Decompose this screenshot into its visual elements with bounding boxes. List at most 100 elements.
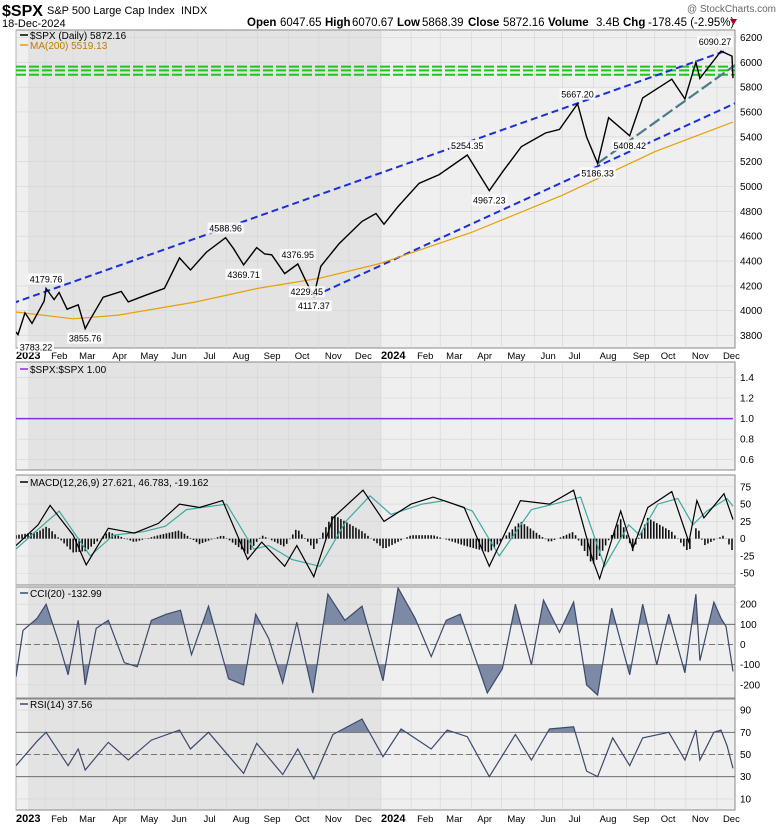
ma-legend-text: MA(200) 5519.13 — [30, 41, 108, 52]
price-annotation-bg — [207, 222, 244, 234]
x-tick-label: Aug — [600, 351, 617, 362]
cci-legend-text: CCI(20) -132.99 — [30, 589, 102, 600]
x-tick-label: Nov — [325, 351, 342, 362]
y-tick-label: 3800 — [740, 331, 763, 342]
x-tick-label: Aug — [233, 814, 250, 825]
rsi-line — [16, 718, 734, 781]
x-tick-label: Jun — [540, 814, 555, 825]
x-tick-label: Feb — [51, 814, 67, 825]
x-tick-label: Oct — [661, 351, 676, 362]
rsi-plot — [16, 718, 735, 781]
x-tick-label: Dec — [723, 814, 740, 825]
x-tick-label: Apr — [477, 351, 492, 362]
rsi-legend-text: RSI(14) 37.56 — [30, 700, 93, 711]
x-tick-label: Oct — [295, 814, 310, 825]
x-tick-label: May — [140, 351, 158, 362]
y-tick-label: 1.4 — [740, 373, 754, 384]
price-annotation: 4588.96 — [209, 224, 242, 234]
price-annotation: 3855.76 — [69, 334, 102, 344]
cci-oversold-fill — [16, 664, 733, 695]
down-arrow-icon — [730, 19, 737, 25]
index-name: S&P 500 Large Cap Index — [47, 5, 175, 17]
exchange-label: INDX — [181, 5, 208, 17]
trend-line — [596, 63, 735, 165]
x-tick-label: Mar — [446, 814, 462, 825]
y-tick-label: 5800 — [740, 83, 763, 94]
price-annotation: 5186.33 — [581, 168, 614, 178]
y-tick-label: 5400 — [740, 132, 763, 143]
y-tick-label: 0 — [740, 640, 746, 651]
y-tick-label: 75 — [740, 482, 752, 493]
y-tick-label: 4400 — [740, 257, 763, 268]
price-annotation-bg — [697, 36, 733, 48]
x-tick-label: Jul — [204, 814, 216, 825]
y-tick-label: 5600 — [740, 107, 763, 118]
ratio-legend-text: $SPX:$SPX 1.00 — [30, 365, 107, 376]
x-tick-label: Aug — [233, 351, 250, 362]
x-tick-label: Oct — [661, 814, 676, 825]
price-annotation-bg — [67, 332, 104, 344]
x-tick-label: Apr — [112, 814, 127, 825]
macd-legend-text: MACD(12,26,9) 27.621, 46.783, -19.162 — [30, 478, 209, 489]
price-annotation-bg — [449, 139, 486, 151]
y-tick-label: 4600 — [740, 232, 763, 243]
y-tick-label: 30 — [740, 772, 752, 783]
y-tick-label: 90 — [740, 706, 752, 717]
x-tick-label: 2024 — [381, 350, 406, 362]
price-annotation-bg — [559, 88, 596, 100]
x-tick-label: 2023 — [16, 813, 40, 825]
price-annotation: 4376.95 — [282, 250, 315, 260]
ma200-line — [16, 121, 734, 320]
x-tick-label: Dec — [355, 814, 372, 825]
y-tick-label: -25 — [740, 551, 755, 562]
x-tick-label: Aug — [600, 814, 617, 825]
y-tick-label: 4200 — [740, 281, 763, 292]
x-tick-label: Jul — [204, 351, 216, 362]
rsi-legend: RSI(14) 37.56 — [20, 700, 93, 711]
y-tick-label: -100 — [740, 660, 760, 671]
cci-line — [16, 587, 734, 697]
ratio-legend: $SPX:$SPX 1.00 — [20, 365, 107, 376]
x-tick-label: May — [140, 814, 158, 825]
y-tick-label: 5000 — [740, 182, 763, 193]
watermark: @ StockCharts.com — [687, 4, 776, 15]
cci-plot — [16, 587, 735, 697]
price-annotation: 4229.45 — [291, 287, 324, 297]
price-annotation-bg — [295, 300, 332, 312]
y-tick-label: 50 — [740, 750, 752, 761]
price-annotation: 5408.42 — [613, 141, 646, 151]
low-label: Low — [397, 17, 420, 29]
x-tick-label: Sep — [633, 814, 650, 825]
x-tick-label: Jun — [171, 814, 186, 825]
panels — [15, 29, 736, 811]
price-annotation: 6090.27 — [699, 37, 732, 47]
y-tick-label: 1.2 — [740, 394, 754, 405]
price-annotation: 4179.76 — [30, 274, 63, 284]
panel-shade-2023-2 — [28, 475, 382, 585]
y-tick-label: 0.6 — [740, 455, 754, 466]
close-label: Close — [468, 17, 499, 29]
x-tick-label: May — [507, 351, 525, 362]
price-annotation-bg — [225, 268, 262, 280]
axes: 2023 Feb Mar Apr May Jun Jul Aug Sep Oct Nov Dec 202… — [16, 33, 763, 825]
y-tick-label: 0.8 — [740, 435, 754, 446]
price-line — [16, 50, 734, 337]
y-tick-label: 4000 — [740, 306, 763, 317]
price-annotation-bg — [288, 286, 325, 298]
macd-plot — [16, 489, 734, 581]
volume-label: Volume — [548, 17, 589, 29]
x-tick-label: Oct — [295, 351, 310, 362]
plots — [16, 50, 735, 781]
x-tick-label: Jun — [540, 351, 555, 362]
price-legend-text: $SPX (Daily) 5872.16 — [30, 31, 127, 42]
price-annotation: 4117.37 — [298, 301, 330, 311]
high-label: High — [325, 17, 351, 29]
macd-legend: MACD(12,26,9) 27.621, 46.783, -19.162 — [20, 478, 209, 489]
chg-value: -178.45 (-2.95%) — [648, 17, 734, 29]
x-tick-label: Mar — [79, 814, 95, 825]
y-tick-label: 1.0 — [740, 414, 754, 425]
y-tick-label: 5200 — [740, 157, 763, 168]
panel-shade-2023-1 — [28, 362, 382, 470]
x-tick-label: Jul — [569, 351, 581, 362]
